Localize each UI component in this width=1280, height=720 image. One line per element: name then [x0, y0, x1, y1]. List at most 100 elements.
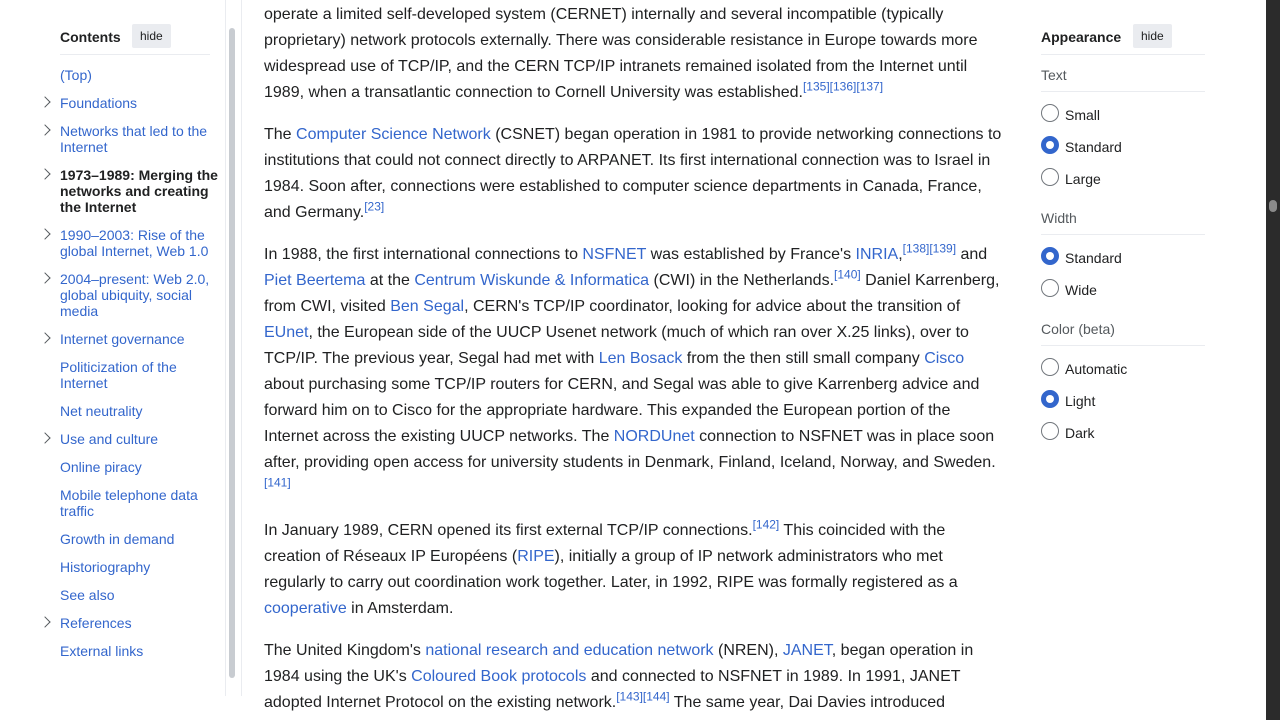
citation-link[interactable]: [135]	[802, 79, 830, 94]
paragraph-text: Daniel Karrenberg, from CWI, visited	[264, 272, 1000, 315]
window-scrollbar-thumb[interactable]	[1269, 200, 1277, 212]
toc-scrollbar-thumb[interactable]	[229, 28, 235, 678]
toc-item-online-piracy[interactable]: Online piracy	[60, 459, 142, 475]
paragraph-text: ), initially a group of IP network admin…	[264, 548, 958, 591]
toc-item-politicization[interactable]: Politicization of the Internet	[60, 359, 177, 391]
link-ben-segal[interactable]: Ben Segal	[390, 298, 465, 315]
toc-entry-1990-2003: 1990–2003: Rise of the global Internet, …	[39, 227, 220, 259]
radio-circle-icon[interactable]	[1041, 358, 1059, 376]
paragraph-text: The same year, Dai Davies introduced	[669, 694, 946, 711]
chevron-right-icon[interactable]	[39, 272, 51, 284]
paragraph-text: and connected to NSFNET in 1989. In 1991…	[264, 668, 961, 711]
toc-entry-use-culture: Use and culture	[39, 431, 220, 447]
radio-checked-icon[interactable]	[1041, 390, 1059, 408]
paragraph-text: operate a limited self-developed system …	[264, 6, 978, 101]
toc-item-top[interactable]: (Top)	[60, 67, 92, 83]
paragraph-nsfnet: In 1988, the first international connect…	[264, 242, 1004, 502]
paragraph-janet: The United Kingdom's national research a…	[264, 638, 1004, 716]
toc-header: Contents hide	[60, 24, 210, 55]
link-piet-beertema[interactable]: Piet Beertema	[264, 272, 366, 289]
color-label: Color (beta)	[1041, 321, 1205, 346]
toc-item-use-and-culture[interactable]: Use and culture	[60, 431, 159, 447]
window-scrollbar[interactable]	[1266, 0, 1280, 720]
citation-link[interactable]: [140]	[834, 267, 861, 282]
radio-circle-icon[interactable]	[1041, 279, 1059, 297]
citation-link[interactable]: [137]	[856, 79, 884, 94]
link-len-bosack[interactable]: Len Bosack	[598, 350, 683, 367]
toc-item-references[interactable]: References	[60, 615, 132, 631]
toc-entry-references: References	[39, 615, 220, 631]
link-nren[interactable]: national research and education network	[425, 642, 714, 659]
width-label: Width	[1041, 210, 1205, 235]
radio-label: Automatic	[1065, 361, 1128, 377]
paragraph-text: (CSNET) began operation in 1981 to provi…	[264, 126, 1002, 221]
toc-item-foundations[interactable]: Foundations	[60, 95, 138, 111]
link-eunet[interactable]: EUnet	[264, 324, 309, 341]
radio-label: Light	[1065, 393, 1096, 409]
link-nordunet[interactable]: NORDUnet	[613, 428, 695, 445]
citation-link[interactable]: [138]	[902, 241, 930, 256]
radio-circle-icon[interactable]	[1041, 422, 1059, 440]
radio-label: Small	[1065, 107, 1101, 123]
toc-entry-networks: Networks that led to the Internet	[39, 123, 220, 155]
paragraph-text: (CWI) in the Netherlands.	[649, 272, 835, 289]
toc-item-external-links[interactable]: External links	[60, 643, 144, 659]
paragraph-text: connection to NSFNET was in place soon a…	[264, 428, 996, 471]
radio-label: Large	[1065, 171, 1101, 187]
link-coloured-book-protocols[interactable]: Coloured Book protocols	[411, 668, 587, 685]
paragraph-text: In 1988, the first international connect…	[264, 246, 583, 263]
toc-item-see-also[interactable]: See also	[60, 587, 115, 603]
link-ripe[interactable]: RIPE	[517, 548, 555, 565]
chevron-right-icon[interactable]	[39, 96, 51, 108]
toc-item-1973-1989[interactable]: 1973–1989: Merging the networks and crea…	[60, 167, 218, 215]
citation-link[interactable]: [143]	[616, 689, 643, 704]
toc-item-growth-in-demand[interactable]: Growth in demand	[60, 531, 175, 547]
paragraph-text: and	[956, 246, 988, 263]
paragraph-text: This coincided with the creation of Rése…	[264, 522, 946, 565]
paragraph-text: In January 1989, CERN opened its first e…	[264, 522, 753, 539]
link-inria[interactable]: INRIA	[855, 246, 899, 263]
chevron-right-icon[interactable]	[39, 168, 51, 180]
radio-label: Standard	[1065, 250, 1122, 266]
radio-circle-icon[interactable]	[1041, 104, 1059, 122]
chevron-right-icon[interactable]	[39, 616, 51, 628]
link-cooperative[interactable]: cooperative	[264, 600, 347, 617]
paragraph-csnet: The Computer Science Network (CSNET) beg…	[264, 122, 1004, 226]
radio-label: Dark	[1065, 425, 1095, 441]
radio-checked-icon[interactable]	[1041, 136, 1059, 154]
link-janet[interactable]: JANET	[782, 642, 832, 659]
citation-link[interactable]: [141]	[264, 475, 291, 490]
citation-link[interactable]: [23]	[364, 199, 385, 214]
paragraph-text: The	[264, 126, 297, 143]
radio-circle-icon[interactable]	[1041, 168, 1059, 186]
link-computer-science-network[interactable]: Computer Science Network	[296, 126, 491, 143]
toc-item-net-neutrality[interactable]: Net neutrality	[60, 403, 143, 419]
link-cwi[interactable]: Centrum Wiskunde & Informatica	[414, 272, 650, 289]
appearance-hide-button[interactable]: hide	[1133, 24, 1172, 48]
chevron-right-icon[interactable]	[39, 432, 51, 444]
toc-hide-button[interactable]: hide	[132, 24, 171, 48]
citation-link[interactable]: [142]	[752, 517, 780, 532]
toc-item-1990-2003[interactable]: 1990–2003: Rise of the global Internet, …	[60, 227, 209, 259]
toc-scrollbar[interactable]	[225, 0, 242, 696]
toc-item-2004-present[interactable]: 2004–present: Web 2.0, global ubiquity, …	[60, 271, 210, 319]
citation-link[interactable]: [136]	[829, 79, 857, 94]
paragraph-text: , began operation in 1984 using the UK's	[264, 642, 974, 685]
toc-item-networks-that-led[interactable]: Networks that led to the Internet	[60, 123, 208, 155]
citation-link[interactable]: [144]	[642, 689, 670, 704]
chevron-right-icon[interactable]	[39, 124, 51, 136]
toc-title: Contents	[60, 29, 121, 45]
link-nsfnet[interactable]: NSFNET	[582, 246, 647, 263]
toc-item-mobile-data[interactable]: Mobile telephone data traffic	[60, 487, 198, 519]
chevron-right-icon[interactable]	[39, 228, 51, 240]
radio-checked-icon[interactable]	[1041, 247, 1059, 265]
citation-link[interactable]: [139]	[929, 241, 957, 256]
paragraph-text: from the then still small company	[682, 350, 925, 367]
link-cisco[interactable]: Cisco	[924, 350, 965, 367]
chevron-right-icon[interactable]	[39, 332, 51, 344]
toc-entry-governance: Internet governance	[39, 331, 220, 347]
paragraph-text: at the	[365, 272, 415, 289]
table-of-contents: Contents hide (Top) Foundations Networks…	[0, 0, 242, 720]
toc-item-internet-governance[interactable]: Internet governance	[60, 331, 185, 347]
toc-item-historiography[interactable]: Historiography	[60, 559, 151, 575]
